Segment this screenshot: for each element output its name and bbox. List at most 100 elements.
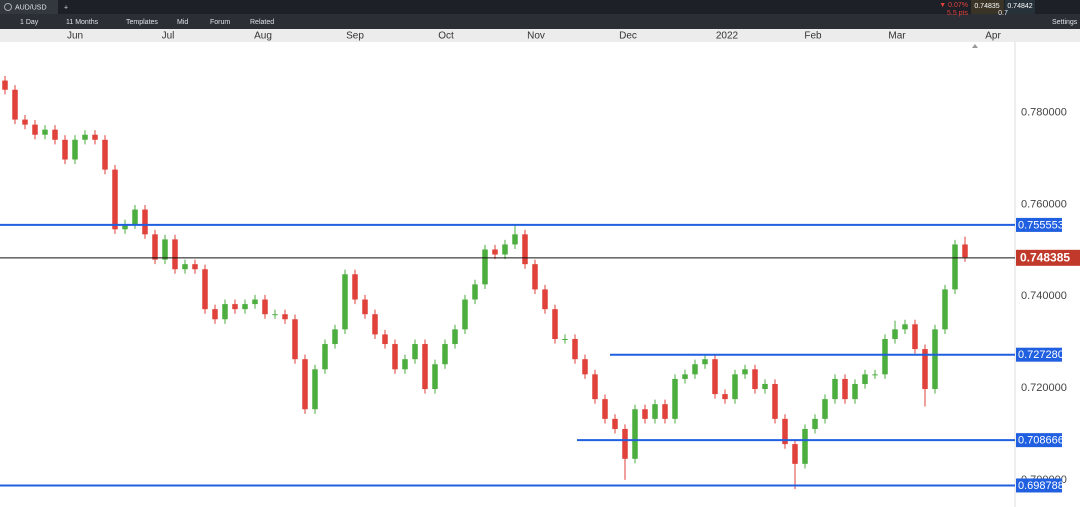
candle-body bbox=[52, 129, 58, 140]
chart: JunJulAugSepOctNovDec2022FebMarApr0.7000… bbox=[0, 31, 1080, 493]
candle-body bbox=[232, 304, 238, 310]
candle-body bbox=[722, 394, 728, 400]
candle-body bbox=[662, 404, 668, 419]
candle-body bbox=[502, 244, 508, 255]
candle-body bbox=[772, 383, 778, 419]
level-label: 0.727280 bbox=[1018, 349, 1064, 361]
candle-body bbox=[462, 299, 468, 330]
candle-body bbox=[242, 304, 248, 310]
candle-body bbox=[422, 344, 428, 390]
now-marker bbox=[972, 44, 978, 48]
candle-body bbox=[402, 359, 408, 370]
candle-body bbox=[622, 428, 628, 459]
change-pts: 5.5 pts bbox=[947, 10, 969, 17]
candle-body bbox=[332, 329, 338, 345]
candle-body bbox=[302, 359, 308, 410]
candle-body bbox=[512, 234, 518, 245]
x-tick-label: Apr bbox=[985, 31, 1001, 42]
top-bar bbox=[0, 0, 1080, 14]
candle-body bbox=[2, 80, 8, 90]
sell-price[interactable]: 0.74835 bbox=[974, 3, 999, 10]
candle-body bbox=[962, 244, 968, 258]
candle-body bbox=[912, 324, 918, 350]
candle-body bbox=[472, 284, 478, 300]
candle-body bbox=[262, 299, 268, 315]
interval[interactable]: 1 Day bbox=[20, 19, 39, 26]
mid[interactable]: Mid bbox=[177, 19, 188, 26]
candle-body bbox=[732, 374, 738, 400]
candle-body bbox=[342, 274, 348, 330]
x-tick-label: Oct bbox=[438, 31, 454, 42]
buy-price[interactable]: 0.74842 bbox=[1007, 3, 1032, 10]
current-price-label: 0.748385 bbox=[1020, 250, 1070, 264]
candle-body bbox=[822, 399, 828, 419]
candle-body bbox=[902, 324, 908, 330]
level-label: 0.708666 bbox=[1018, 435, 1064, 447]
candle-body bbox=[152, 234, 158, 260]
forum[interactable]: Forum bbox=[210, 19, 230, 26]
range[interactable]: 11 Months bbox=[66, 19, 99, 26]
candle-body bbox=[452, 329, 458, 345]
candle-body bbox=[32, 124, 38, 135]
candle-body bbox=[922, 349, 928, 390]
candle-body bbox=[102, 139, 108, 170]
sell-box[interactable] bbox=[971, 0, 1004, 14]
candle-body bbox=[132, 209, 138, 225]
candle-body bbox=[752, 369, 758, 390]
candle-body bbox=[602, 399, 608, 419]
settings[interactable]: Settings bbox=[1052, 19, 1078, 26]
change-pct: ▼ 0.07% bbox=[939, 2, 968, 9]
candle-body bbox=[852, 383, 858, 400]
level-label-box bbox=[1016, 217, 1062, 232]
candle-body bbox=[62, 139, 68, 160]
candle-body bbox=[832, 378, 838, 400]
candle-body bbox=[412, 344, 418, 360]
level-label: 0.698788 bbox=[1018, 480, 1064, 492]
candle-body bbox=[532, 264, 538, 290]
candle-body bbox=[592, 374, 598, 400]
candle-body bbox=[862, 374, 868, 384]
candle-body bbox=[482, 249, 488, 285]
candle-body bbox=[672, 378, 678, 419]
buy-box[interactable] bbox=[1005, 0, 1035, 14]
y-tick-label: 0.780000 bbox=[1021, 107, 1067, 119]
symbol[interactable]: AUD/USD bbox=[15, 4, 47, 11]
candle-body bbox=[362, 299, 368, 315]
symbol-icon bbox=[4, 3, 12, 11]
candle-body bbox=[782, 418, 788, 445]
candle-body bbox=[872, 374, 878, 376]
candle-body bbox=[432, 364, 438, 390]
time-axis-bar bbox=[0, 29, 1080, 42]
candle-body bbox=[762, 383, 768, 390]
candle-body bbox=[802, 428, 808, 464]
x-tick-label: Mar bbox=[888, 31, 906, 42]
x-tick-label: Sep bbox=[346, 31, 364, 42]
candle-body bbox=[882, 338, 888, 375]
candle-body bbox=[272, 314, 278, 316]
candle-body bbox=[742, 369, 748, 375]
candle-body bbox=[492, 249, 498, 255]
candle-body bbox=[702, 359, 708, 365]
candle-body bbox=[552, 309, 558, 339]
x-tick-label: Nov bbox=[527, 31, 545, 42]
related[interactable]: Related bbox=[250, 19, 274, 26]
candle-body bbox=[712, 359, 718, 395]
x-tick-label: Feb bbox=[804, 31, 822, 42]
templates[interactable]: Templates bbox=[126, 19, 158, 26]
spread: 0.7 bbox=[998, 10, 1008, 17]
level-label: 0.755553 bbox=[1018, 219, 1064, 231]
symbol-tab[interactable] bbox=[0, 0, 58, 14]
x-tick-label: 2022 bbox=[716, 31, 739, 42]
add-tab[interactable]: + bbox=[64, 4, 68, 11]
y-tick-label: 0.760000 bbox=[1021, 198, 1067, 210]
candle-body bbox=[42, 129, 48, 135]
candle-body bbox=[382, 334, 388, 345]
level-label-box bbox=[1016, 478, 1062, 493]
x-tick-label: Jul bbox=[162, 31, 175, 42]
level-label-box bbox=[1016, 347, 1062, 362]
candle-body bbox=[932, 329, 938, 390]
candle-body bbox=[252, 299, 258, 305]
candle-body bbox=[632, 409, 638, 459]
candle-body bbox=[372, 314, 378, 335]
